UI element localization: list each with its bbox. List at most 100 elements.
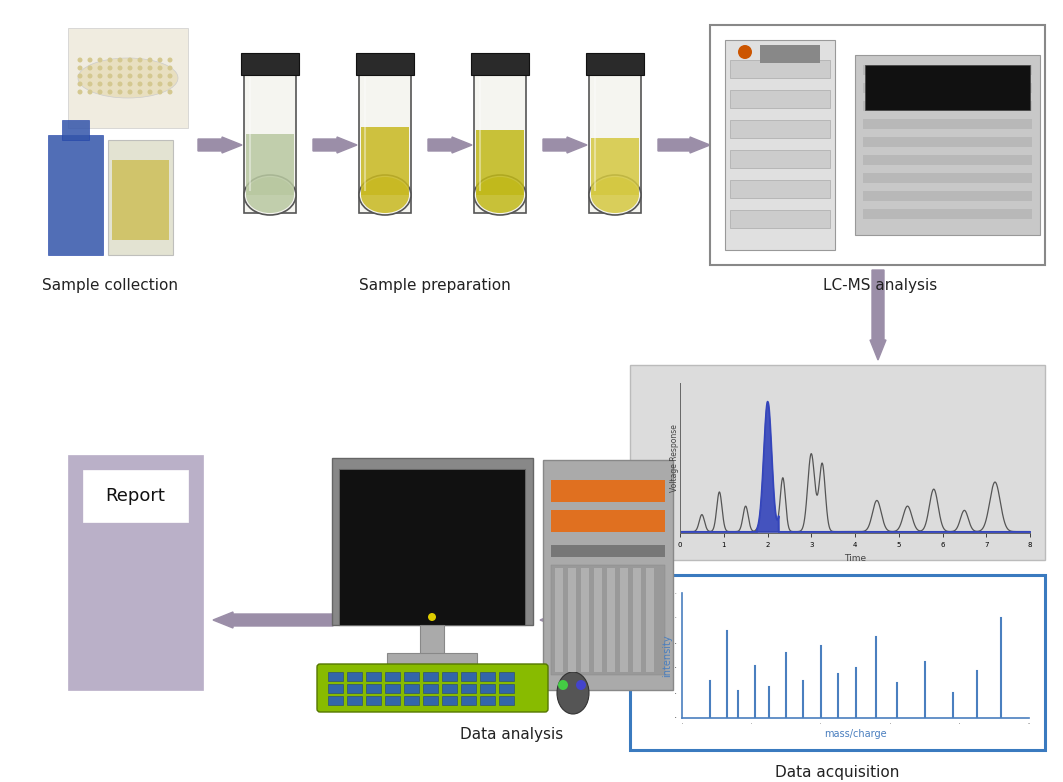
Circle shape [87, 81, 92, 87]
Text: Data analysis: Data analysis [460, 727, 563, 742]
Circle shape [148, 58, 152, 63]
Bar [461, 696, 476, 705]
Bar [543, 460, 673, 690]
Circle shape [168, 89, 172, 95]
Circle shape [168, 66, 172, 70]
Text: Report: Report [105, 487, 165, 505]
Bar [555, 568, 563, 672]
Bar [404, 672, 419, 681]
Text: UV chromatogram: UV chromatogram [830, 403, 969, 418]
Circle shape [137, 66, 142, 70]
Circle shape [128, 74, 133, 78]
Circle shape [428, 613, 436, 621]
Bar [108, 140, 173, 255]
Bar [863, 65, 1032, 75]
Bar [586, 53, 644, 75]
Circle shape [107, 66, 113, 70]
Bar [730, 60, 830, 78]
Circle shape [118, 81, 122, 87]
Circle shape [78, 74, 83, 78]
Bar [366, 684, 381, 693]
Ellipse shape [361, 177, 409, 213]
Bar [589, 73, 641, 213]
Circle shape [738, 45, 752, 59]
Circle shape [157, 81, 163, 87]
Ellipse shape [244, 175, 296, 215]
Bar [551, 545, 665, 557]
Circle shape [107, 74, 113, 78]
Text: Data acquisition: Data acquisition [775, 765, 899, 780]
Circle shape [87, 58, 92, 63]
FancyArrow shape [540, 612, 625, 628]
Circle shape [87, 74, 92, 78]
Ellipse shape [246, 177, 294, 213]
Bar [246, 134, 294, 195]
Ellipse shape [359, 175, 411, 215]
Text: Mass spectrum: Mass spectrum [806, 605, 952, 624]
Circle shape [98, 81, 102, 87]
Bar [387, 653, 477, 665]
Circle shape [98, 89, 102, 95]
Circle shape [107, 58, 113, 63]
Circle shape [98, 66, 102, 70]
Bar [865, 65, 1030, 110]
Bar [62, 120, 89, 140]
Bar [404, 684, 419, 693]
Bar [244, 73, 296, 213]
Circle shape [78, 81, 83, 87]
Bar [499, 672, 514, 681]
Circle shape [78, 58, 83, 63]
Circle shape [118, 89, 122, 95]
Bar [730, 210, 830, 228]
Bar [632, 568, 641, 672]
Bar [551, 565, 665, 675]
Bar [551, 510, 665, 532]
Bar [863, 209, 1032, 219]
FancyArrow shape [543, 137, 587, 153]
Bar [863, 83, 1032, 93]
Bar [461, 684, 476, 693]
Circle shape [128, 81, 133, 87]
Bar [385, 696, 400, 705]
Bar [480, 672, 495, 681]
Bar [347, 696, 362, 705]
Bar [863, 155, 1032, 165]
Circle shape [137, 89, 142, 95]
Circle shape [148, 89, 152, 95]
Bar [356, 53, 414, 75]
Bar [855, 55, 1040, 235]
Text: Sample collection: Sample collection [43, 278, 178, 293]
Circle shape [157, 58, 163, 63]
Bar [725, 40, 836, 250]
Ellipse shape [476, 177, 524, 213]
Bar [730, 180, 830, 198]
Circle shape [87, 89, 92, 95]
FancyArrow shape [213, 612, 333, 628]
Bar [581, 568, 589, 672]
Bar [332, 458, 533, 625]
Bar [863, 101, 1032, 111]
Bar [730, 150, 830, 168]
Bar [340, 470, 525, 625]
Circle shape [137, 81, 142, 87]
Bar [863, 191, 1032, 201]
Bar [423, 684, 438, 693]
Circle shape [157, 89, 163, 95]
Bar [442, 696, 457, 705]
Bar [568, 568, 576, 672]
Bar [863, 173, 1032, 183]
Bar [471, 53, 529, 75]
Bar [340, 470, 525, 625]
Bar [630, 575, 1045, 750]
Circle shape [118, 74, 122, 78]
Ellipse shape [557, 672, 589, 714]
Circle shape [148, 74, 152, 78]
Bar [499, 696, 514, 705]
Bar [404, 696, 419, 705]
FancyArrow shape [198, 137, 242, 153]
Circle shape [168, 74, 172, 78]
Bar [480, 696, 495, 705]
FancyArrow shape [870, 270, 885, 360]
Bar [476, 130, 524, 195]
Bar [423, 672, 438, 681]
